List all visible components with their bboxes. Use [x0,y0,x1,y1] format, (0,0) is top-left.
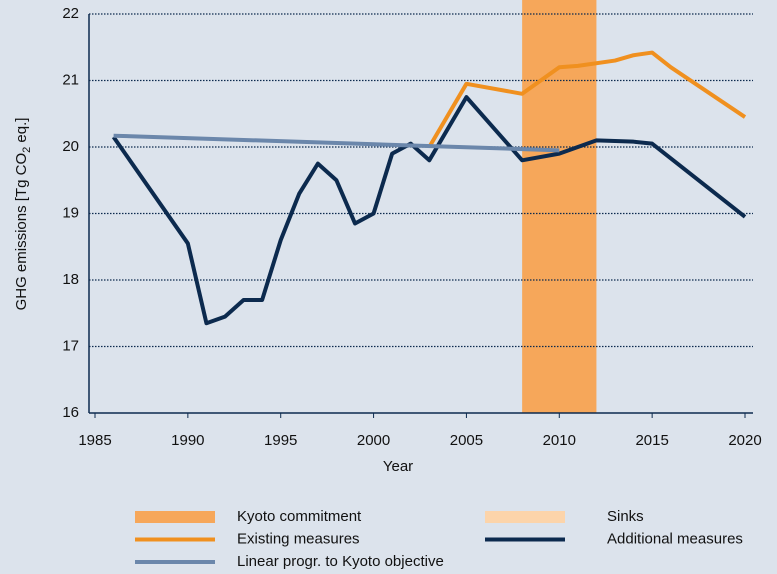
legend-label: Kyoto commitment [237,508,362,525]
legend-swatch [135,511,215,523]
legend-label: Sinks [607,508,644,525]
legend-label: Additional measures [607,530,743,547]
y-tick-label: 21 [62,71,79,88]
y-tick-label: 22 [62,5,79,22]
x-axis-label: Year [383,458,413,475]
line-series [113,133,560,153]
y-tick-label: 17 [62,337,79,354]
x-tick-label: 1990 [171,432,204,449]
x-tick-label: 2005 [450,432,483,449]
x-tick-label: 2000 [357,432,390,449]
x-tick-label: 1985 [78,432,111,449]
y-tick-label: 16 [62,404,79,421]
bar [522,0,597,413]
line-series [111,95,747,326]
x-tick-label: 2010 [543,432,576,449]
y-label-part: GHG emissions [Tg CO [13,153,30,311]
x-tick-label: 1995 [264,432,297,449]
y-label-sub: 2 [21,147,33,153]
x-tick-label: 2020 [728,432,761,449]
line-series [427,50,747,149]
y-label-part: eq.] [13,118,30,147]
legend-label: Linear progr. to Kyoto objective [237,553,444,570]
legend-swatch [485,511,565,523]
y-tick-label: 18 [62,271,79,288]
y-tick-label: 20 [62,138,79,155]
legend-label: Existing measures [237,530,360,547]
x-tick-label: 2015 [635,432,668,449]
y-tick-label: 19 [62,204,79,221]
y-axis-label: GHG emissions [Tg CO2 eq.] [13,118,33,311]
